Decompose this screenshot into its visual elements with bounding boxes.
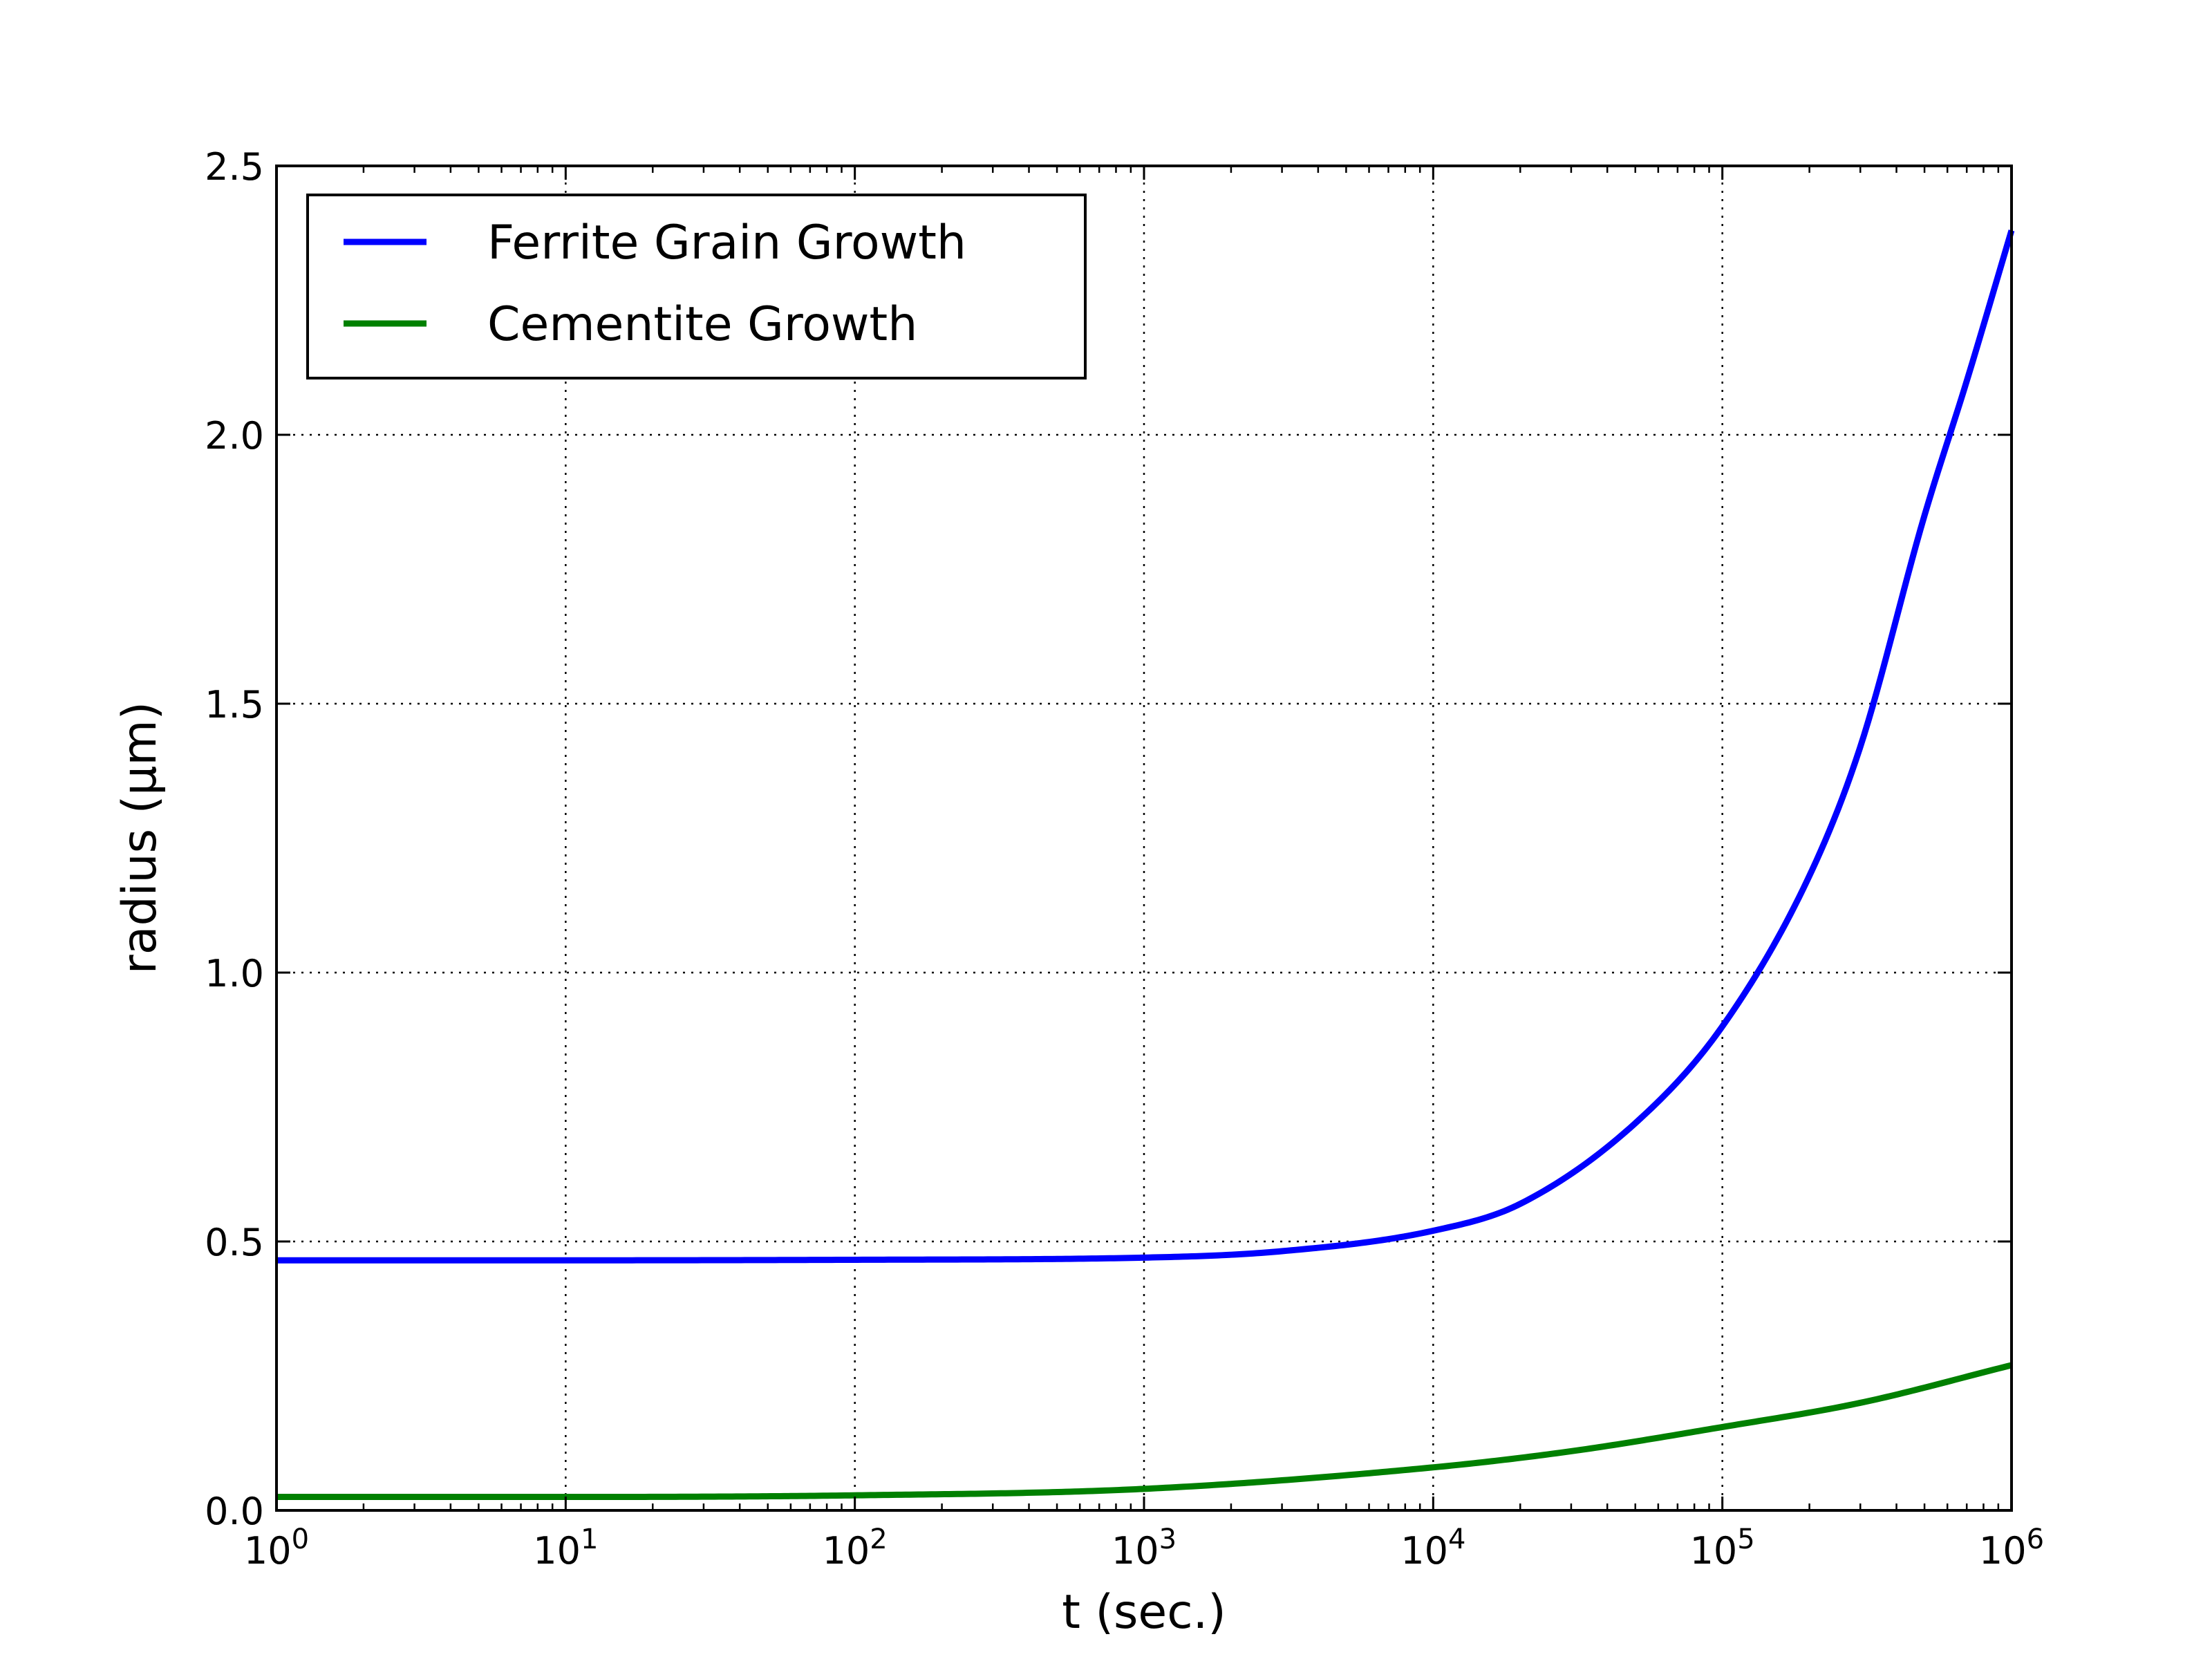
- x-tick-label: 100: [244, 1524, 309, 1573]
- y-tick-label: 0.5: [205, 1221, 264, 1264]
- x-tick-label: 106: [1979, 1524, 2044, 1573]
- x-tick-label: 104: [1400, 1524, 1465, 1573]
- y-axis-title: radius (μm): [113, 702, 167, 974]
- legend: Ferrite Grain Growth Cementite Growth: [306, 194, 1087, 379]
- grid: [276, 166, 2012, 1510]
- legend-box: [306, 194, 1087, 379]
- y-tick-label: 1.5: [205, 683, 264, 727]
- y-tick-labels: 0.0 0.5 1.0 1.5 2.0 2.5: [205, 145, 264, 1533]
- x-tick-label: 101: [533, 1524, 598, 1573]
- x-tick-label: 102: [823, 1524, 888, 1573]
- x-tick-label: 105: [1690, 1524, 1755, 1573]
- x-tick-label: 103: [1112, 1524, 1177, 1573]
- x-tick-labels: 100 101 102 103 104 105 106: [244, 1524, 2044, 1573]
- legend-label-cementite: Cementite Growth: [487, 297, 917, 352]
- y-tick-label: 0.0: [205, 1490, 264, 1533]
- y-tick-label: 2.5: [205, 145, 264, 189]
- y-tick-label: 1.0: [205, 952, 264, 995]
- y-tick-label: 2.0: [205, 414, 264, 458]
- legend-label-ferrite: Ferrite Grain Growth: [487, 216, 966, 270]
- series-line-ferrite-grain-growth: [276, 229, 2015, 1264]
- ticks: [275, 165, 2013, 1512]
- x-axis-title: t (sec.): [1062, 1585, 1226, 1640]
